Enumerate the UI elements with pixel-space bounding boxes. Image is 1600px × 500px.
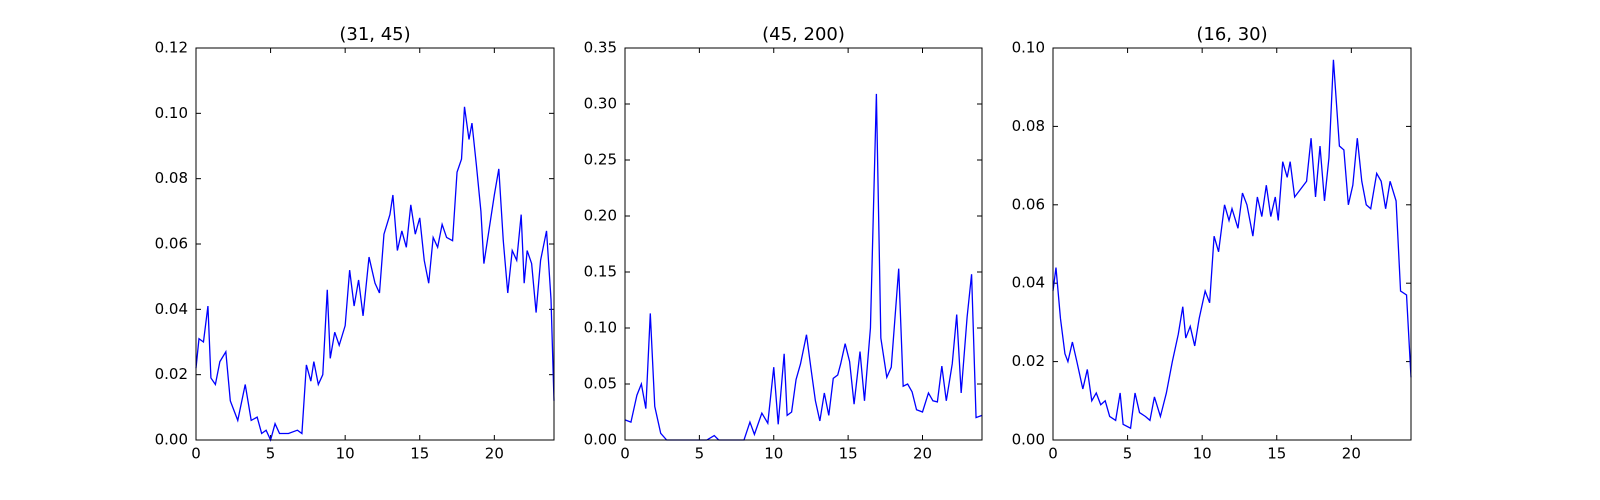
y-tick-label: 0.35 bbox=[584, 39, 617, 57]
x-tick-label: 15 bbox=[839, 445, 858, 463]
data-line bbox=[195, 106, 555, 442]
y-tick-label: 0.10 bbox=[155, 104, 188, 122]
y-tick-label: 0.02 bbox=[1012, 352, 1045, 370]
y-tick-label: 0.08 bbox=[1012, 117, 1045, 135]
y-tick-label: 0.05 bbox=[584, 375, 617, 393]
x-tick-label: 5 bbox=[695, 445, 705, 463]
x-tick-label: 0 bbox=[620, 445, 630, 463]
x-tick-label: 5 bbox=[1123, 445, 1133, 463]
y-tick-label: 0.30 bbox=[584, 95, 617, 113]
y-tick-label: 0.00 bbox=[1012, 431, 1045, 449]
y-tick-label: 0.08 bbox=[155, 169, 188, 187]
x-tick-label: 0 bbox=[191, 445, 201, 463]
subplot-title: (31, 45) bbox=[339, 24, 410, 45]
x-tick-label: 10 bbox=[1193, 445, 1212, 463]
y-tick-label: 0.00 bbox=[155, 431, 188, 449]
y-tick-label: 0.06 bbox=[155, 235, 188, 253]
x-tick-label: 15 bbox=[410, 445, 429, 463]
x-tick-label: 20 bbox=[485, 445, 504, 463]
y-tick-label: 0.06 bbox=[1012, 195, 1045, 213]
subplot-title: (45, 200) bbox=[762, 24, 845, 45]
axes-frame bbox=[1052, 47, 1412, 441]
y-tick-label: 0.04 bbox=[155, 300, 188, 318]
y-tick-label: 0.00 bbox=[584, 431, 617, 449]
axes-frame bbox=[624, 47, 983, 441]
x-tick-label: 0 bbox=[1048, 445, 1058, 463]
x-tick-label: 10 bbox=[764, 445, 783, 463]
axes-frame bbox=[195, 47, 555, 441]
x-tick-label: 20 bbox=[913, 445, 932, 463]
subplot-title: (16, 30) bbox=[1196, 24, 1267, 45]
y-tick-label: 0.02 bbox=[155, 365, 188, 383]
y-tick-label: 0.10 bbox=[584, 319, 617, 337]
y-tick-label: 0.15 bbox=[584, 263, 617, 281]
x-tick-label: 20 bbox=[1342, 445, 1361, 463]
x-tick-label: 5 bbox=[266, 445, 276, 463]
data-line bbox=[1052, 59, 1412, 430]
y-tick-label: 0.10 bbox=[1012, 39, 1045, 57]
y-tick-label: 0.12 bbox=[155, 39, 188, 57]
data-line bbox=[624, 93, 983, 441]
x-tick-label: 15 bbox=[1267, 445, 1286, 463]
y-tick-label: 0.04 bbox=[1012, 274, 1045, 292]
x-tick-label: 10 bbox=[336, 445, 355, 463]
y-tick-label: 0.25 bbox=[584, 151, 617, 169]
y-tick-label: 0.20 bbox=[584, 207, 617, 225]
